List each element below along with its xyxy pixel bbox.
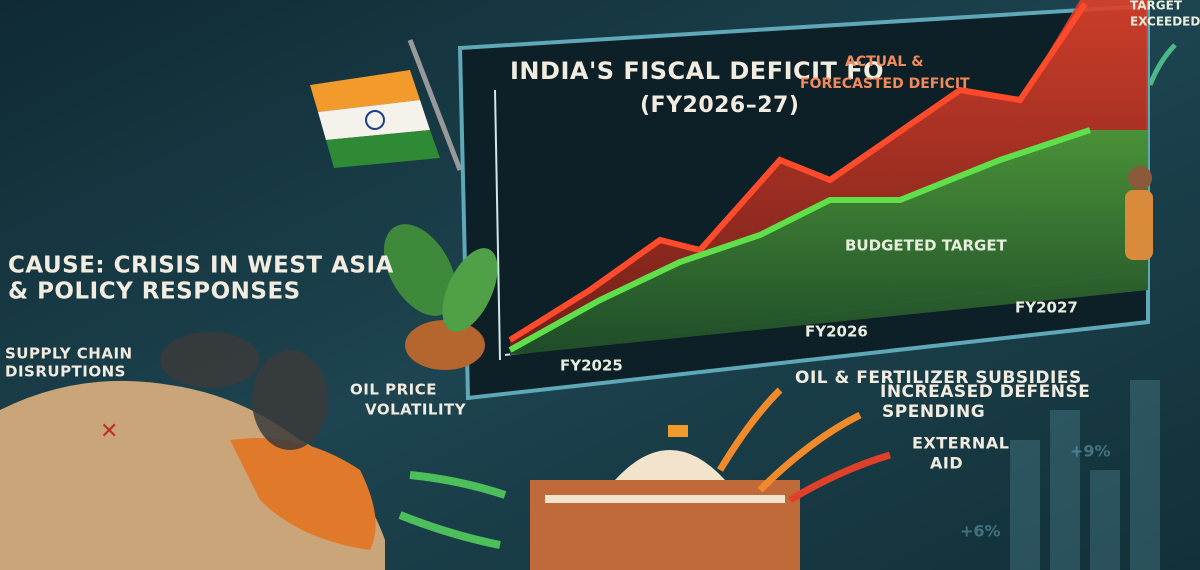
exceeded-arrow bbox=[1147, 43, 1177, 86]
response-arrow bbox=[716, 387, 783, 472]
x-label: FY2027 bbox=[1015, 299, 1078, 317]
chart-subtitle: (FY2026–27) bbox=[640, 93, 799, 118]
person bbox=[1125, 190, 1153, 260]
exceeded-label: TARGET bbox=[1130, 0, 1183, 13]
leaf bbox=[383, 224, 457, 316]
background-bars bbox=[1010, 380, 1160, 570]
chart-title: INDIA'S FISCAL DEFICIT FO bbox=[510, 57, 884, 85]
parliament bbox=[530, 480, 800, 570]
target-area bbox=[510, 130, 1148, 355]
deficit-label: FORECASTED DEFICIT bbox=[800, 76, 970, 92]
small-flag bbox=[668, 425, 688, 437]
smoke bbox=[252, 350, 328, 450]
flag-stripe bbox=[318, 100, 430, 140]
x-label: FY2025 bbox=[560, 357, 623, 375]
flow-arrow bbox=[398, 511, 501, 549]
response-arrow bbox=[788, 451, 892, 504]
x-label: FY2026 bbox=[805, 323, 868, 341]
target-label: BUDGETED TARGET bbox=[845, 237, 1008, 255]
leaf bbox=[442, 248, 498, 332]
supply-label: SUPPLY CHAIN bbox=[5, 345, 133, 363]
supply-label: DISRUPTIONS bbox=[5, 363, 126, 381]
defense-label: INCREASED DEFENSE bbox=[880, 382, 1090, 402]
defense-label: SPENDING bbox=[882, 402, 985, 422]
dome bbox=[615, 450, 725, 480]
target-line bbox=[508, 127, 1091, 353]
aid-label: AID bbox=[930, 454, 963, 473]
flag-chakra bbox=[365, 110, 385, 130]
aid-label: EXTERNAL bbox=[912, 434, 1009, 453]
deficit-label: ACTUAL & bbox=[845, 54, 923, 70]
smoke bbox=[160, 332, 260, 388]
cause-title: & POLICY RESPONSES bbox=[8, 279, 301, 305]
flag-pole bbox=[407, 39, 463, 171]
oil-label: OIL PRICE bbox=[350, 381, 437, 399]
parliament-band bbox=[545, 495, 785, 503]
y-axis bbox=[494, 89, 501, 361]
person-head bbox=[1128, 166, 1152, 190]
cause-title: CAUSE: CRISIS IN WEST ASIA bbox=[8, 253, 394, 279]
background-label: +9% bbox=[1070, 442, 1111, 461]
map-region bbox=[230, 438, 376, 550]
flow-arrow bbox=[409, 471, 507, 499]
deficit-line bbox=[508, 2, 1088, 343]
background-label: +6% bbox=[960, 522, 1001, 541]
flag-stripe bbox=[310, 70, 420, 112]
pot bbox=[405, 320, 485, 370]
map bbox=[0, 380, 385, 570]
cross-icon: ✕ bbox=[100, 419, 118, 444]
subsidies-label: OIL & FERTILIZER SUBSIDIES bbox=[795, 368, 1082, 388]
flag-stripe bbox=[326, 130, 440, 168]
exceeded-label: EXCEEDED bbox=[1130, 15, 1200, 29]
oil-label: VOLATILITY bbox=[365, 401, 467, 419]
response-arrow bbox=[757, 411, 862, 493]
